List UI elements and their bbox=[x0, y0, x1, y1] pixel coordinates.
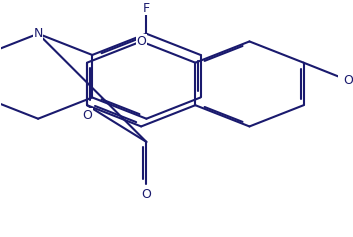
Text: F: F bbox=[143, 2, 150, 15]
Text: O: O bbox=[82, 109, 92, 122]
Text: N: N bbox=[34, 27, 43, 40]
Text: O: O bbox=[142, 188, 151, 201]
Text: O: O bbox=[136, 35, 146, 48]
Text: O: O bbox=[344, 74, 353, 87]
